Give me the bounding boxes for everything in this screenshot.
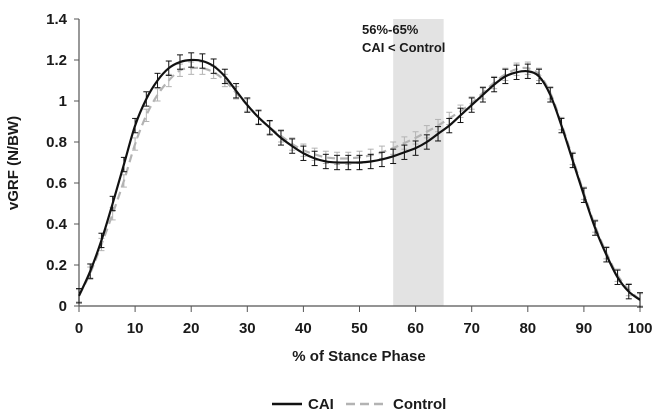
x-tick-label: 100 bbox=[627, 320, 652, 337]
y-tick-label: 0.2 bbox=[46, 257, 67, 274]
x-axis-ticks: 0 10 20 30 40 50 60 70 80 90 100 bbox=[75, 306, 653, 337]
x-axis-title: % of Stance Phase bbox=[292, 348, 425, 365]
x-tick-label: 90 bbox=[576, 320, 593, 337]
y-axis-title: vGRF (N/BW) bbox=[5, 116, 22, 210]
annotation-range: 56%-65% bbox=[362, 22, 419, 37]
x-tick-label: 10 bbox=[127, 320, 144, 337]
legend-label-cai: CAI bbox=[308, 396, 334, 413]
x-tick-label: 30 bbox=[239, 320, 256, 337]
series-line-cai bbox=[77, 58, 641, 301]
y-tick-label: 0.8 bbox=[46, 134, 67, 151]
x-tick-label: 60 bbox=[407, 320, 424, 337]
y-tick-label: 0.6 bbox=[46, 175, 67, 192]
legend: CAI Control bbox=[272, 396, 446, 413]
series-layer bbox=[76, 52, 643, 308]
significant-region-shading bbox=[393, 19, 444, 306]
x-tick-label: 20 bbox=[183, 320, 200, 337]
annotation-comparison: CAI < Control bbox=[362, 40, 445, 55]
series-control bbox=[76, 61, 643, 307]
series-cai bbox=[76, 52, 643, 308]
y-tick-label: 0.4 bbox=[46, 216, 68, 233]
y-tick-label: 0 bbox=[59, 298, 67, 315]
y-tick-label: 1.4 bbox=[46, 11, 68, 28]
x-tick-label: 70 bbox=[463, 320, 480, 337]
y-tick-label: 1.2 bbox=[46, 52, 67, 69]
x-tick-label: 0 bbox=[75, 320, 83, 337]
y-axis-ticks: 0 0.2 0.4 0.6 0.8 1 1.2 1.4 bbox=[46, 11, 79, 315]
y-tick-label: 1 bbox=[59, 93, 67, 110]
series-line-control bbox=[78, 66, 641, 301]
x-tick-label: 50 bbox=[351, 320, 368, 337]
x-tick-label: 40 bbox=[295, 320, 312, 337]
x-tick-label: 80 bbox=[519, 320, 536, 337]
legend-label-control: Control bbox=[393, 396, 446, 413]
